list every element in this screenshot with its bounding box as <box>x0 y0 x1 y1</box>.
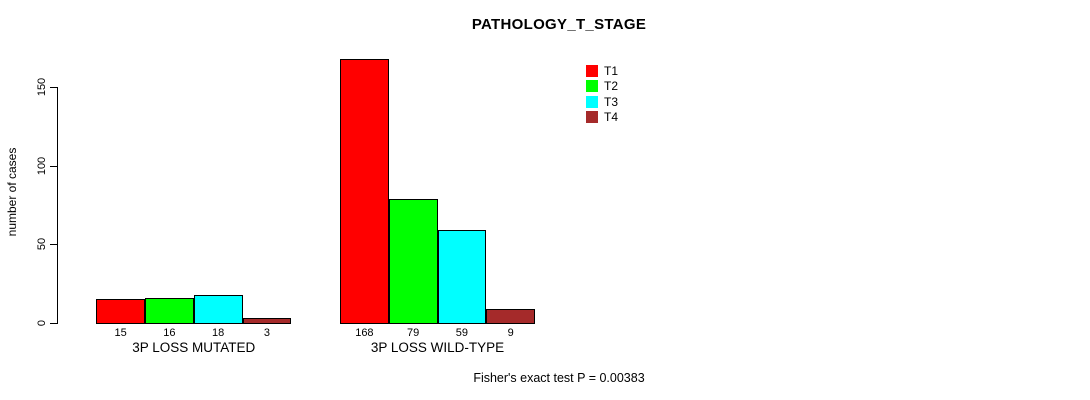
bar-t1-group2 <box>340 58 389 324</box>
legend-swatch-t1 <box>586 64 598 77</box>
bar-t4-group1 <box>242 318 292 324</box>
y-tick-mark <box>50 165 57 167</box>
y-tick-label: 50 <box>36 238 48 251</box>
bar-value-label: 168 <box>355 327 374 339</box>
legend: T1 T2 T3 T4 <box>586 63 618 125</box>
legend-item-t4: T4 <box>586 110 618 126</box>
legend-item-t2: T2 <box>586 79 618 95</box>
bar-t1-group1 <box>96 299 145 324</box>
bar-t2-group1 <box>145 297 194 324</box>
y-axis-line <box>57 87 58 324</box>
y-tick-mark <box>50 323 57 324</box>
bar-value-label: 79 <box>407 327 420 339</box>
group-label: 3P LOSS WILD-TYPE <box>370 340 505 355</box>
legend-swatch-t4 <box>586 111 598 124</box>
y-axis-title: number of cases <box>5 147 19 237</box>
y-tick-mark <box>50 244 57 246</box>
chart-title: PATHOLOGY_T_STAGE <box>471 16 647 33</box>
bar-value-label: 9 <box>507 327 514 339</box>
bar-t2-group2 <box>388 198 438 324</box>
y-tick-label: 100 <box>36 156 48 175</box>
statistics-annotation: Fisher's exact test P = 0.00383 <box>473 371 645 385</box>
bar-value-label: 15 <box>114 327 127 339</box>
legend-item-t1: T1 <box>586 63 618 79</box>
bar-t4-group2 <box>486 308 535 324</box>
bar-value-label: 3 <box>263 327 270 339</box>
legend-label: T4 <box>604 110 619 125</box>
legend-swatch-t3 <box>586 95 598 108</box>
y-tick-mark <box>50 87 57 88</box>
y-tick-label: 150 <box>36 77 48 97</box>
legend-label: T1 <box>604 63 619 78</box>
legend-swatch-t2 <box>586 80 598 93</box>
bar-t3-group1 <box>193 294 243 324</box>
bar-value-label: 59 <box>455 327 468 339</box>
legend-item-t3: T3 <box>586 94 618 110</box>
bar-value-label: 16 <box>163 327 176 339</box>
bar-t3-group2 <box>437 230 487 324</box>
group-label: 3P LOSS MUTATED <box>132 340 256 355</box>
legend-label: T3 <box>604 94 619 109</box>
bar-value-label: 18 <box>212 327 225 339</box>
y-tick-label: 0 <box>36 319 48 327</box>
legend-label: T2 <box>604 79 619 94</box>
